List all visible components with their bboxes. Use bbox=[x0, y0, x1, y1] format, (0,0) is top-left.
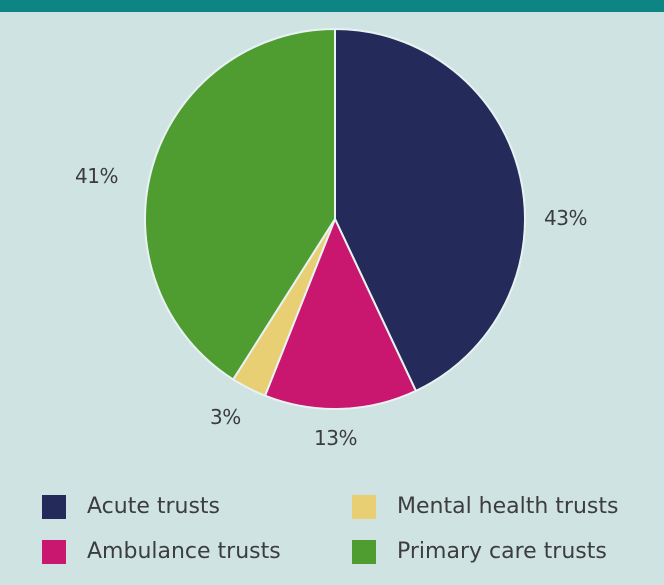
data-label-primary-care: 41% bbox=[75, 164, 118, 188]
pie-slice-ambulance bbox=[263, 216, 418, 410]
data-label-acute: 43% bbox=[544, 206, 587, 230]
header-bar bbox=[0, 0, 664, 12]
pie-slice-acute bbox=[334, 27, 526, 393]
pie-slice-primary-care bbox=[144, 27, 336, 381]
data-label-ambulance: 13% bbox=[314, 426, 357, 450]
data-label-mental-health: 3% bbox=[210, 405, 241, 429]
